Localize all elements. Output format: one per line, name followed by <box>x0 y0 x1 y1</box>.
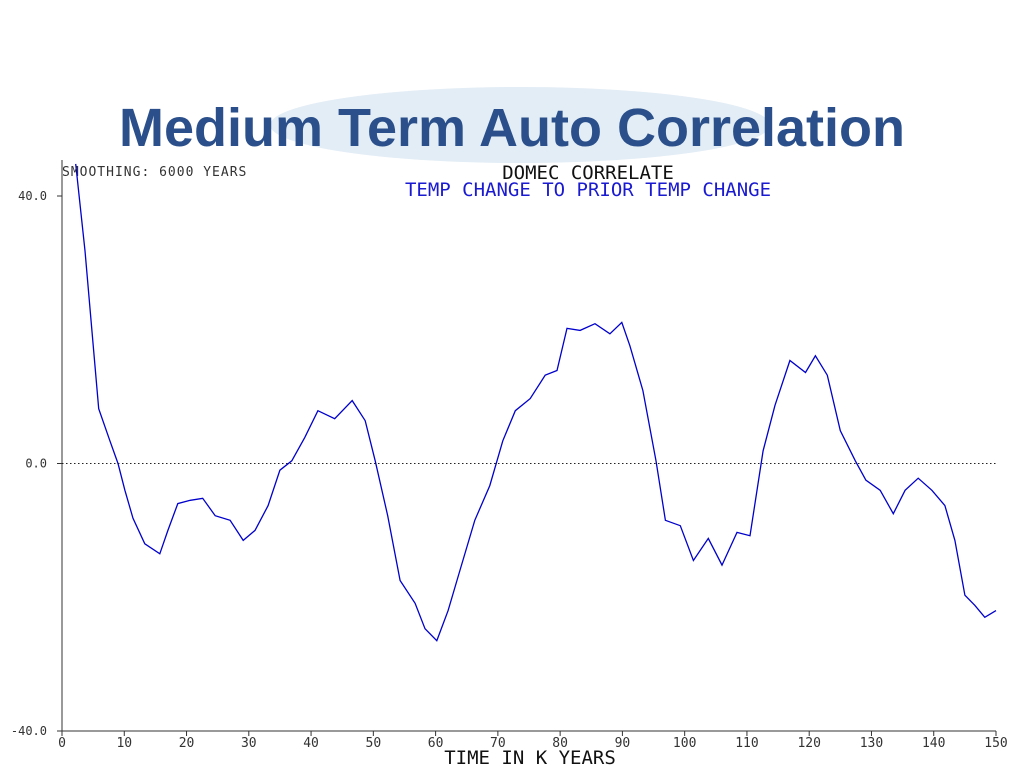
x-tick-label: 50 <box>366 736 382 751</box>
x-tick-label: 40 <box>303 736 319 751</box>
y-tick-label: 0.0 <box>25 457 47 471</box>
slide-title: Medium Term Auto Correlation <box>119 98 905 158</box>
x-tick-label: 100 <box>673 736 696 751</box>
background-cloud <box>270 87 770 163</box>
x-tick-label: 30 <box>241 736 257 751</box>
data-line <box>75 163 997 642</box>
x-tick-label: 80 <box>552 736 568 751</box>
y-tick-label: -40.0 <box>11 724 47 738</box>
x-tick-label: 110 <box>735 736 758 751</box>
x-tick-label: 120 <box>797 736 820 751</box>
x-tick-label: 150 <box>984 736 1007 751</box>
chart-subtitle: TEMP CHANGE TO PRIOR TEMP CHANGE <box>405 179 771 201</box>
x-tick-label: 10 <box>116 736 132 751</box>
x-tick-label: 130 <box>860 736 883 751</box>
chart-title: DOMEC CORRELATE <box>502 162 674 184</box>
x-tick-label: 90 <box>615 736 631 751</box>
x-tick-label: 70 <box>490 736 506 751</box>
y-tick-label: 40.0 <box>18 189 47 203</box>
x-tick-label: 0 <box>58 736 66 751</box>
x-axis-label: TIME IN K YEARS <box>444 747 616 767</box>
annotation: SMOOTHING: 6000 YEARS <box>62 165 247 180</box>
x-tick-label: 140 <box>922 736 945 751</box>
x-tick-label: 60 <box>428 736 444 751</box>
x-tick-label: 20 <box>179 736 195 751</box>
